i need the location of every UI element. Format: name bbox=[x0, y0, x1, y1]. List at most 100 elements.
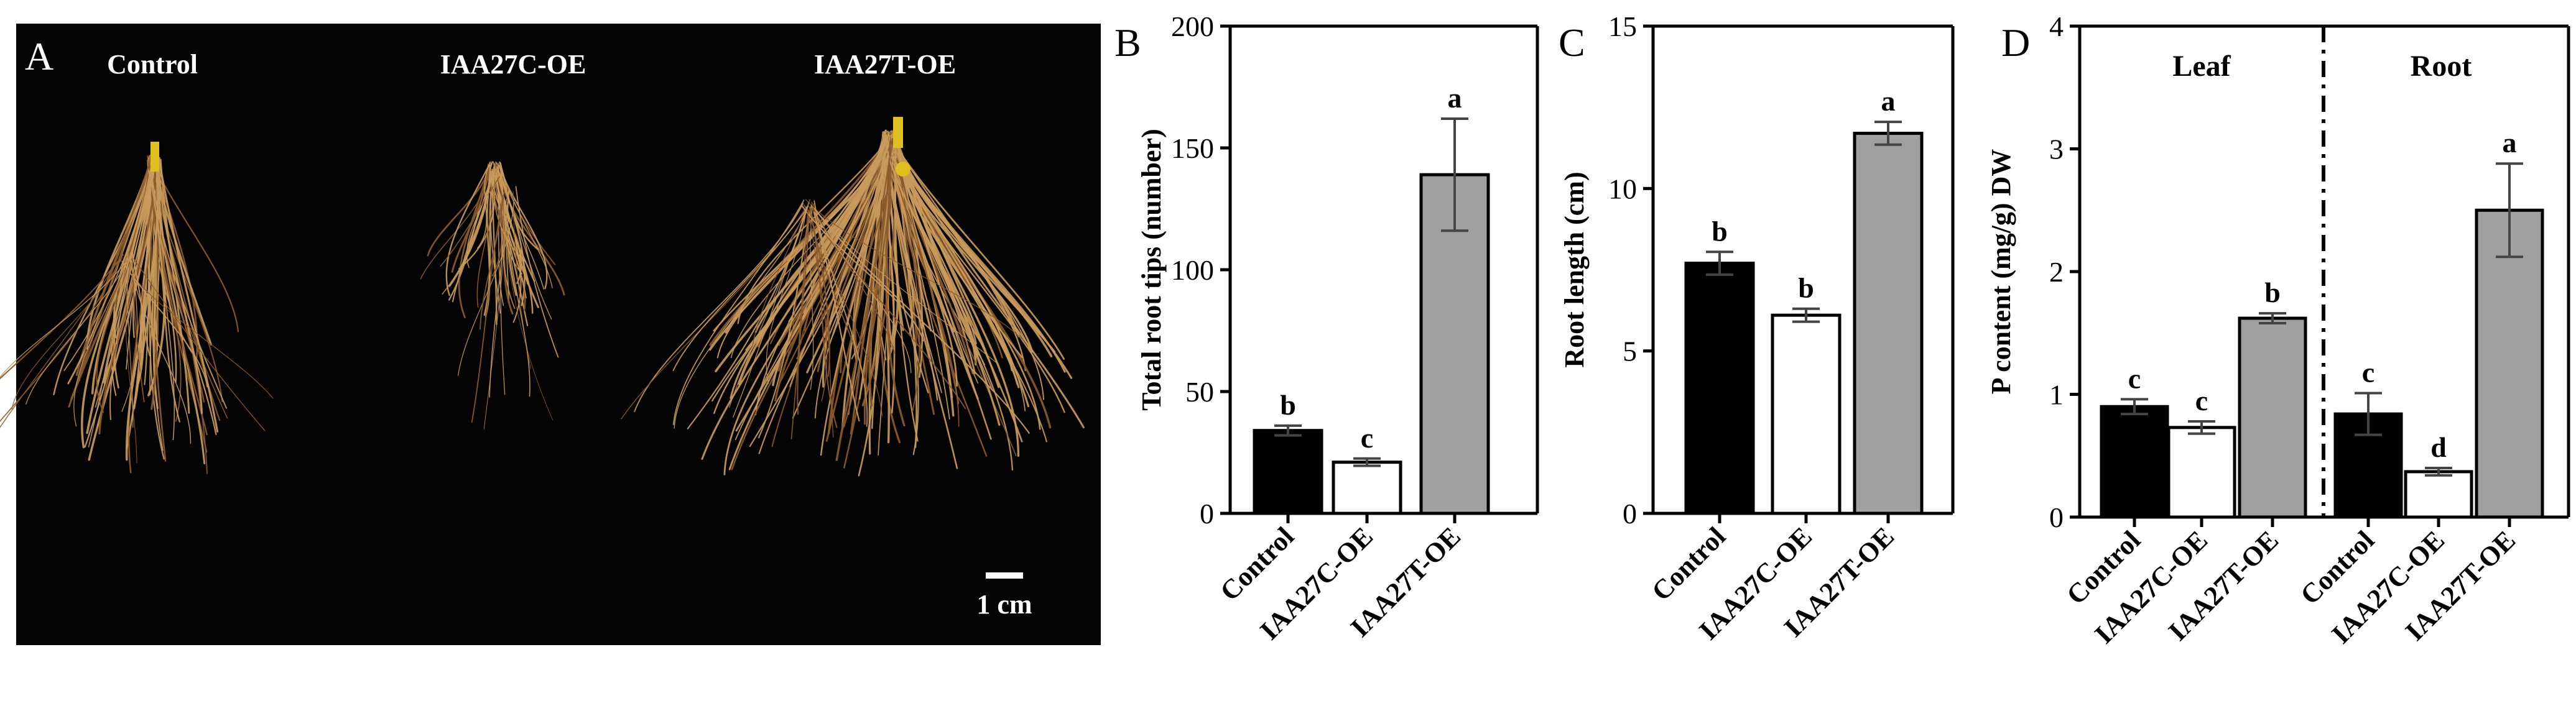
root-strand bbox=[427, 161, 491, 257]
root-strand bbox=[674, 205, 809, 429]
root-strand bbox=[808, 206, 838, 428]
significance-letter: b bbox=[1712, 215, 1728, 247]
significance-letter: c bbox=[2195, 385, 2208, 416]
root-strand bbox=[130, 259, 192, 444]
root-strand bbox=[458, 165, 491, 319]
root-strand bbox=[147, 167, 180, 423]
root-strand bbox=[451, 163, 489, 273]
root-strand bbox=[457, 199, 515, 376]
root-strand bbox=[109, 162, 154, 420]
root-strand bbox=[0, 250, 124, 423]
root-strand bbox=[489, 189, 509, 398]
root-strand bbox=[483, 196, 509, 429]
root-strand bbox=[885, 140, 906, 427]
root-strand bbox=[25, 262, 127, 405]
root-strand bbox=[800, 140, 892, 345]
root-strand bbox=[792, 139, 889, 419]
root-strand bbox=[452, 175, 493, 303]
root-strand bbox=[813, 211, 860, 422]
significance-letter: c bbox=[1361, 422, 1373, 454]
root-strand bbox=[488, 168, 526, 311]
significance-letter: c bbox=[2128, 362, 2141, 394]
root-strand bbox=[147, 155, 228, 419]
root-strand bbox=[507, 190, 530, 397]
photo-label-iaa27t-oe: IAA27T-OE bbox=[814, 49, 956, 80]
root-strand bbox=[0, 254, 124, 379]
significance-letter: b bbox=[2264, 277, 2281, 308]
y-tick-label: 1 bbox=[2049, 379, 2064, 411]
y-tick-label: 0 bbox=[1623, 498, 1637, 530]
root-strand bbox=[150, 162, 228, 409]
root-strand bbox=[11, 257, 123, 410]
bar bbox=[1684, 262, 1755, 515]
root-strand bbox=[883, 140, 958, 469]
bar bbox=[2238, 316, 2307, 519]
root-strand bbox=[499, 165, 545, 290]
significance-letter: a bbox=[1881, 85, 1896, 117]
root-strand bbox=[125, 165, 160, 461]
root-strand bbox=[73, 255, 129, 427]
photo-label-iaa27c-oe: IAA27C-OE bbox=[440, 49, 586, 80]
photo-label-control: Control bbox=[107, 49, 198, 80]
y-tick-label: 0 bbox=[1200, 498, 1214, 530]
root-strand bbox=[895, 137, 1001, 426]
shoot-stem bbox=[151, 142, 159, 172]
root-strand bbox=[687, 209, 807, 429]
y-axis-title: Total root tips (number) bbox=[1136, 129, 1167, 410]
y-tick-label: 3 bbox=[2049, 134, 2064, 165]
root-strand bbox=[672, 200, 805, 426]
root-strand bbox=[500, 175, 565, 296]
bar bbox=[1771, 313, 1842, 515]
root-strand bbox=[158, 160, 219, 433]
root-strand bbox=[735, 129, 887, 432]
root-strand bbox=[500, 198, 507, 395]
root-strand bbox=[810, 206, 814, 390]
y-tick-label: 10 bbox=[1608, 173, 1637, 204]
root-strand bbox=[709, 143, 886, 351]
root-drawings bbox=[0, 117, 1085, 477]
bar bbox=[2100, 405, 2169, 519]
bar bbox=[2167, 426, 2236, 519]
root-strand bbox=[86, 167, 153, 434]
root-strand bbox=[500, 162, 553, 288]
root-strand bbox=[98, 160, 157, 435]
significance-letter: c bbox=[2362, 357, 2374, 388]
root-strand bbox=[480, 191, 505, 330]
bar bbox=[1332, 461, 1402, 515]
y-axis-title: Root length (cm) bbox=[1559, 172, 1590, 367]
root-strand bbox=[801, 204, 924, 342]
bar bbox=[1253, 429, 1323, 515]
root-strand bbox=[133, 259, 266, 431]
root-strand bbox=[864, 131, 891, 425]
root-strand bbox=[808, 213, 828, 401]
panel-a-photo: A Control IAA27C-OE IAA27T-OE 1 cm bbox=[0, 24, 1101, 645]
panel-letter-a: A bbox=[25, 34, 53, 78]
scale-bar-label: 1 cm bbox=[976, 589, 1032, 620]
y-tick-label: 150 bbox=[1171, 132, 1214, 164]
y-tick-label: 15 bbox=[1608, 11, 1637, 42]
root-strand bbox=[766, 206, 807, 384]
root-strand bbox=[805, 199, 1022, 339]
bar bbox=[1853, 131, 1924, 515]
root-strand bbox=[132, 257, 145, 403]
root-strand bbox=[127, 252, 134, 428]
root-strand bbox=[463, 165, 491, 265]
root-strand bbox=[445, 164, 490, 296]
bar bbox=[2475, 208, 2544, 519]
root-strand bbox=[0, 255, 122, 428]
root-strand bbox=[893, 136, 920, 412]
photo-background bbox=[16, 24, 1101, 645]
root-strand bbox=[440, 176, 501, 267]
root-strand bbox=[813, 200, 868, 427]
root-strand bbox=[883, 135, 977, 345]
significance-letter: b bbox=[1280, 389, 1296, 421]
root-strand bbox=[131, 252, 145, 384]
shoot-leaf bbox=[896, 162, 910, 177]
root-strand bbox=[88, 257, 127, 448]
root-strand bbox=[820, 140, 895, 456]
root-strand bbox=[811, 205, 896, 356]
y-tick-label: 100 bbox=[1171, 254, 1214, 286]
root-strand bbox=[80, 165, 155, 449]
